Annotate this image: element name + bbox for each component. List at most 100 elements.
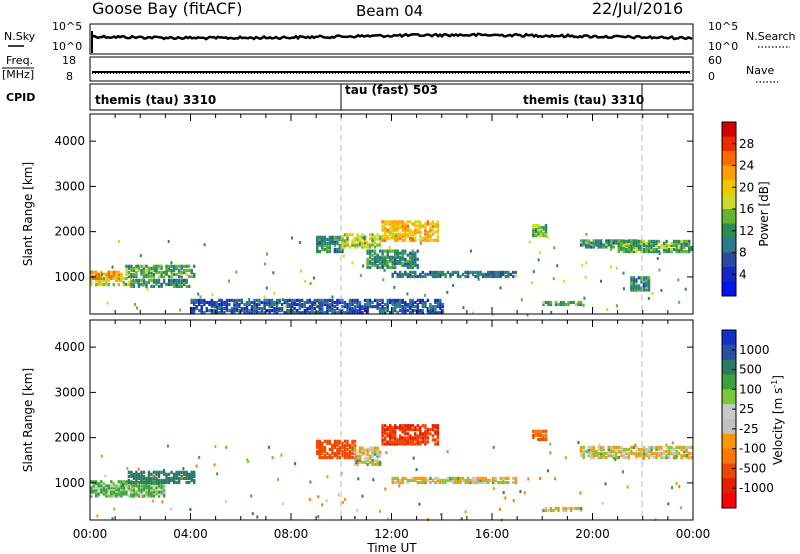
scatter-cell	[376, 446, 379, 450]
x-tick-label: 08:00	[274, 527, 309, 541]
scatter-cell	[211, 292, 214, 296]
scatter-cell	[371, 237, 374, 241]
scatter-cell	[331, 298, 334, 302]
scatter-cell	[451, 478, 455, 482]
scatter-cell	[376, 454, 379, 458]
scatter-cell	[476, 478, 480, 482]
scatter-cell	[210, 311, 213, 315]
scatter-cell	[253, 298, 256, 302]
scatter-cell	[597, 451, 600, 456]
scatter-cell	[170, 470, 173, 474]
scatter-cell	[426, 432, 430, 436]
scatter-cell	[386, 298, 389, 302]
scatter-cell	[477, 277, 480, 281]
scatter-cell	[331, 443, 334, 447]
scatter-cell	[105, 272, 108, 276]
scatter-cell	[597, 445, 600, 449]
scatter-cell	[592, 456, 595, 460]
scatter-cell	[399, 426, 402, 430]
scatter-cell	[167, 278, 171, 282]
scatter-cell	[180, 280, 183, 284]
scatter-cell	[336, 298, 339, 302]
scatter-cell	[376, 300, 379, 305]
scatter-cell	[163, 468, 165, 472]
scatter-cell	[210, 305, 213, 309]
scatter-cell	[371, 446, 374, 450]
scatter-cell	[622, 453, 626, 458]
scatter-cell	[150, 490, 153, 494]
scatter-cell	[366, 309, 369, 313]
scatter-cell	[622, 239, 626, 243]
nave-right-tick-top: 60	[708, 54, 722, 67]
scatter-cell	[353, 237, 357, 241]
scatter-cell	[95, 490, 98, 494]
scatter-cell	[195, 300, 198, 305]
scatter-cell	[436, 305, 440, 309]
scatter-cell	[600, 456, 603, 460]
scatter-cell	[391, 220, 394, 224]
scatter-cell	[645, 282, 648, 286]
scatter-cell	[507, 480, 510, 485]
scatter-cell	[424, 476, 427, 480]
scatter-cell	[389, 249, 392, 253]
scatter-cell	[346, 453, 349, 458]
scatter-cell	[348, 305, 352, 309]
scatter-cell	[492, 487, 495, 491]
scatter-cell	[444, 274, 447, 279]
scatter-cell	[253, 300, 256, 305]
scatter-cell	[587, 243, 590, 247]
scatter-cell	[439, 300, 442, 305]
scatter-cell	[135, 264, 138, 268]
scatter-cell	[167, 264, 171, 268]
scatter-cell	[431, 305, 435, 309]
scatter-cell	[487, 270, 490, 274]
scatter-cell	[130, 494, 133, 498]
scatter-cell	[399, 234, 402, 238]
scatter-cell	[157, 470, 161, 474]
scatter-cell	[494, 274, 497, 279]
scatter-cell	[175, 284, 178, 288]
scatter-cell	[97, 494, 100, 498]
scatter-cell	[130, 472, 133, 476]
scatter-cell	[426, 309, 430, 313]
scatter-cell	[504, 496, 507, 500]
scatter-cell	[270, 309, 274, 313]
scatter-cell	[130, 480, 133, 485]
scatter-cell	[333, 235, 337, 239]
scatter-cell	[414, 259, 417, 263]
scatter-cell	[429, 309, 432, 313]
scatter-cell	[165, 270, 168, 274]
scatter-cell	[660, 451, 663, 456]
scatter-cell	[157, 486, 161, 490]
scatter-cell	[358, 450, 362, 454]
scatter-cell	[167, 274, 171, 279]
scatter-cell	[386, 251, 389, 255]
scatter-cell	[645, 276, 648, 280]
scatter-cell	[102, 492, 105, 496]
scatter-cell	[421, 438, 424, 442]
scatter-cell	[228, 309, 231, 313]
scatter-cell	[115, 270, 118, 274]
scatter-cell	[152, 272, 156, 276]
scatter-cell	[107, 283, 110, 287]
scatter-cell	[177, 274, 181, 279]
scatter-cell	[215, 311, 218, 315]
scatter-cell	[600, 445, 603, 449]
scatter-cell	[464, 510, 467, 514]
scatter-cell	[326, 305, 329, 309]
scatter-cell	[368, 305, 372, 309]
scatter-cell	[117, 240, 120, 243]
scatter-cell	[642, 457, 645, 460]
scatter-cell	[323, 439, 327, 443]
scatter-cell	[318, 239, 321, 243]
scatter-cell	[368, 253, 372, 257]
scatter-cell	[333, 443, 337, 447]
scatter-cell	[388, 246, 391, 250]
scatter-cell	[409, 232, 412, 236]
scatter-cell	[205, 300, 208, 305]
scatter-cell	[90, 276, 93, 280]
scatter-cell	[677, 250, 681, 254]
scatter-cell	[481, 478, 485, 482]
scatter-cell	[620, 445, 623, 449]
scatter-cell	[115, 492, 118, 496]
